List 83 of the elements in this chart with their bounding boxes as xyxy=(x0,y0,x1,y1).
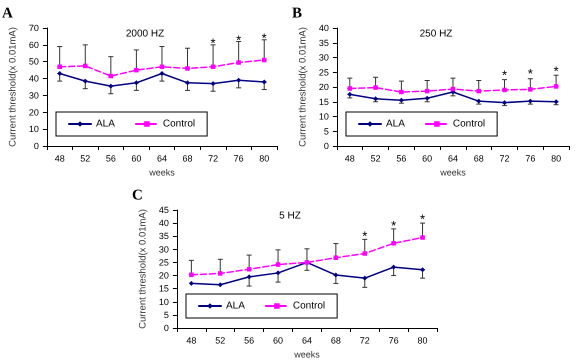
x-tick-label: 76 xyxy=(234,154,244,164)
y-tick-label: 20 xyxy=(318,82,329,92)
text: B xyxy=(292,6,302,22)
y-tick-label: 10 xyxy=(318,112,329,122)
x-tick-label: 60 xyxy=(131,154,142,164)
x-tick-label: 68 xyxy=(474,154,484,164)
annotation: * xyxy=(236,32,242,48)
annotation: * xyxy=(262,30,267,46)
y-tick-label: 0 xyxy=(164,323,169,333)
y-tick-label: 20 xyxy=(158,270,169,281)
annotation: * xyxy=(391,218,396,234)
x-tick-label: 60 xyxy=(422,154,432,164)
x-tick-label: 52 xyxy=(370,154,381,164)
y-tick-label: 0 xyxy=(324,141,329,151)
point xyxy=(188,280,194,286)
y-tick-label: 5 xyxy=(164,310,169,320)
y-tick-label: 30 xyxy=(318,52,329,62)
annotation: * xyxy=(528,66,533,82)
x-axis-title: weeks xyxy=(293,350,320,360)
x-tick-label: 68 xyxy=(330,336,341,346)
x-tick-label: 48 xyxy=(344,154,355,164)
x-tick-label: 72 xyxy=(360,336,370,346)
y-tick-label: 50 xyxy=(28,56,39,67)
y-tick-label: 40 xyxy=(158,218,169,228)
x-tick-label: 76 xyxy=(525,154,536,164)
y-axis-title: Current threshold(x 0.01mA) xyxy=(138,209,148,329)
legend-label: ALA xyxy=(386,118,406,130)
y-tick-label: 60 xyxy=(28,40,39,50)
y-tick-label: 35 xyxy=(318,38,329,48)
chart-title: 5 HZ xyxy=(279,210,301,222)
y-tick-label: 70 xyxy=(28,23,39,33)
x-tick-label: 48 xyxy=(186,336,196,346)
legend-label: Control xyxy=(292,300,326,312)
x-tick-label: 80 xyxy=(259,154,270,164)
legend-label: Control xyxy=(452,118,486,130)
y-tick-label: 0 xyxy=(34,141,39,151)
x-tick-label: 56 xyxy=(244,336,254,346)
y-tick-label: 35 xyxy=(158,231,169,242)
y-axis-title: Current threshold(x 0.01mA) xyxy=(298,27,308,147)
annotation: * xyxy=(210,36,216,51)
y-tick-label: 30 xyxy=(28,90,39,100)
annotation: * xyxy=(554,63,559,78)
annotation: * xyxy=(362,228,368,244)
chart-title: 2000 HZ xyxy=(126,28,164,40)
x-tick-label: 56 xyxy=(106,154,116,164)
annotation: * xyxy=(420,212,426,227)
y-tick-label: 15 xyxy=(158,284,169,294)
annotation: * xyxy=(502,68,508,83)
y-tick-label: 10 xyxy=(158,296,169,307)
y-tick-label: 15 xyxy=(318,96,329,107)
x-tick-label: 48 xyxy=(54,154,65,164)
x-tick-label: 68 xyxy=(182,154,193,164)
y-tick-label: 40 xyxy=(28,74,39,84)
y-tick-label: 40 xyxy=(318,23,329,33)
x-tick-label: 64 xyxy=(302,336,312,346)
point xyxy=(218,282,223,288)
y-tick-label: 45 xyxy=(158,205,169,215)
x-tick-label: 52 xyxy=(215,336,226,346)
y-axis-title: Current threshold(x 0.01mA) xyxy=(8,27,18,147)
x-tick-label: 52 xyxy=(80,154,90,164)
y-tick-label: 5 xyxy=(324,126,329,136)
y-tick-label: 25 xyxy=(318,67,329,78)
x-tick-label: 80 xyxy=(418,336,428,346)
text: C xyxy=(132,188,143,204)
x-tick-label: 80 xyxy=(551,154,562,164)
x-tick-label: 56 xyxy=(396,154,406,164)
x-tick-label: 72 xyxy=(500,154,510,164)
legend-label: ALA xyxy=(226,300,246,312)
x-tick-label: 72 xyxy=(208,154,218,164)
x-tick-label: 60 xyxy=(273,336,284,346)
x-tick-label: 64 xyxy=(448,154,458,164)
x-tick-label: 76 xyxy=(388,336,399,346)
legend-label: ALA xyxy=(96,118,116,130)
y-tick-label: 20 xyxy=(28,107,39,118)
y-tick-label: 30 xyxy=(158,244,169,254)
y-tick-label: 25 xyxy=(158,257,169,268)
x-axis-title: weeks xyxy=(439,168,466,178)
legend-label: Control xyxy=(162,118,196,130)
text: A xyxy=(2,6,13,22)
y-tick-label: 10 xyxy=(28,124,39,134)
chart-title: 250 HZ xyxy=(420,28,452,40)
x-axis-title: weeks xyxy=(148,168,176,178)
x-tick-label: 64 xyxy=(156,154,167,164)
